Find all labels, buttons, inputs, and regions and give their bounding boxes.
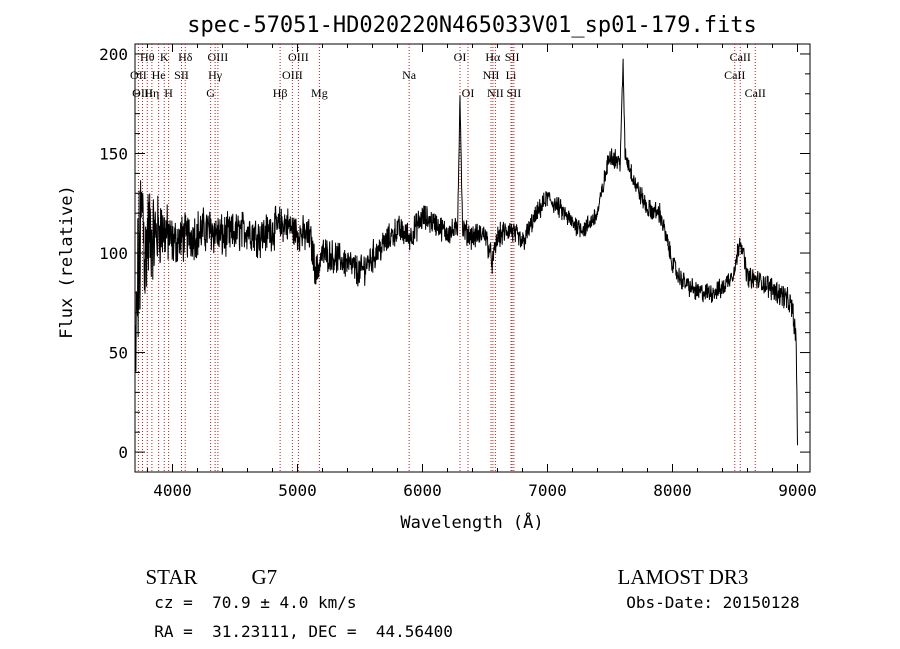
line-marker-label: Mg bbox=[311, 86, 328, 100]
x-tick-label: 6000 bbox=[403, 481, 442, 500]
object-class-text: STAR bbox=[145, 565, 198, 589]
spectrum-line bbox=[134, 58, 798, 446]
y-tick-label: 200 bbox=[99, 45, 128, 64]
line-marker-label: CaII bbox=[724, 68, 745, 82]
survey-name-text: LAMOST DR3 bbox=[617, 565, 749, 589]
line-marker-label: NII bbox=[483, 68, 500, 82]
x-tick-label: 4000 bbox=[153, 481, 192, 500]
line-marker-label: OIII bbox=[282, 68, 303, 82]
line-marker-label: Hα bbox=[485, 50, 501, 64]
line-marker-label: CaII bbox=[730, 50, 751, 64]
redshift-readout: cz = 70.9 ± 4.0 km/s bbox=[135, 574, 357, 612]
y-tick-label: 100 bbox=[99, 244, 128, 263]
line-marker-label: SII bbox=[505, 50, 520, 64]
line-marker-label: OI bbox=[462, 86, 475, 100]
y-axis: 0 50 100 150 200 bbox=[99, 45, 810, 462]
line-marker-label: CaII bbox=[745, 86, 766, 100]
x-tick-label: 9000 bbox=[778, 481, 817, 500]
y-tick-label: 50 bbox=[109, 344, 128, 363]
x-axis-label: Wavelength (Å) bbox=[400, 511, 543, 533]
line-marker-label: G bbox=[206, 86, 215, 100]
survey-name: LAMOST DR3 bbox=[607, 540, 749, 590]
y-tick-label: 150 bbox=[99, 144, 128, 163]
chart-title: spec-57051-HD020220N465033V01_sp01-179.f… bbox=[187, 13, 757, 38]
object-subclass-text: G7 bbox=[251, 565, 278, 589]
line-marker-label: OI bbox=[454, 50, 467, 64]
redshift-text: cz = 70.9 ± 4.0 km/s bbox=[154, 593, 357, 612]
line-marker-label: OIII bbox=[208, 50, 229, 64]
y-axis-label: Flux (relative) bbox=[57, 185, 77, 339]
line-marker-label: Hδ bbox=[178, 50, 193, 64]
line-marker-label: SII bbox=[174, 68, 189, 82]
line-marker-label: OIII bbox=[132, 86, 153, 100]
object-subclass: G7 bbox=[241, 540, 278, 590]
observation-date: Obs-Date: 20150128 bbox=[607, 574, 800, 612]
line-marker-label: Li bbox=[506, 68, 517, 82]
x-tick-label: 5000 bbox=[278, 481, 317, 500]
x-tick-label: 7000 bbox=[528, 481, 567, 500]
line-marker-label: Hγ bbox=[208, 68, 223, 82]
plot-frame bbox=[134, 43, 811, 473]
line-marker-label: Na bbox=[402, 68, 417, 82]
line-marker-label: Hβ bbox=[273, 86, 288, 100]
line-marker-label: He bbox=[152, 68, 166, 82]
line-marker-label: SII bbox=[507, 86, 522, 100]
line-marker-label: OII bbox=[130, 68, 147, 82]
line-marker-label: Hη bbox=[144, 86, 159, 100]
coordinates-readout: RA = 31.23111, DEC = 44.56400 bbox=[135, 603, 453, 641]
line-marker-label: NII bbox=[487, 86, 504, 100]
x-axis: 4000 5000 6000 7000 8000 9000 bbox=[147, 44, 817, 500]
coordinates-text: RA = 31.23111, DEC = 44.56400 bbox=[154, 622, 453, 641]
line-marker-label: H bbox=[164, 86, 173, 100]
line-marker-label: K bbox=[160, 50, 169, 64]
observation-date-text: Obs-Date: 20150128 bbox=[626, 593, 800, 612]
x-tick-label: 8000 bbox=[653, 481, 692, 500]
object-class: STAR bbox=[135, 540, 198, 590]
y-tick-label: 0 bbox=[118, 443, 128, 462]
line-marker-label: OIII bbox=[288, 50, 309, 64]
